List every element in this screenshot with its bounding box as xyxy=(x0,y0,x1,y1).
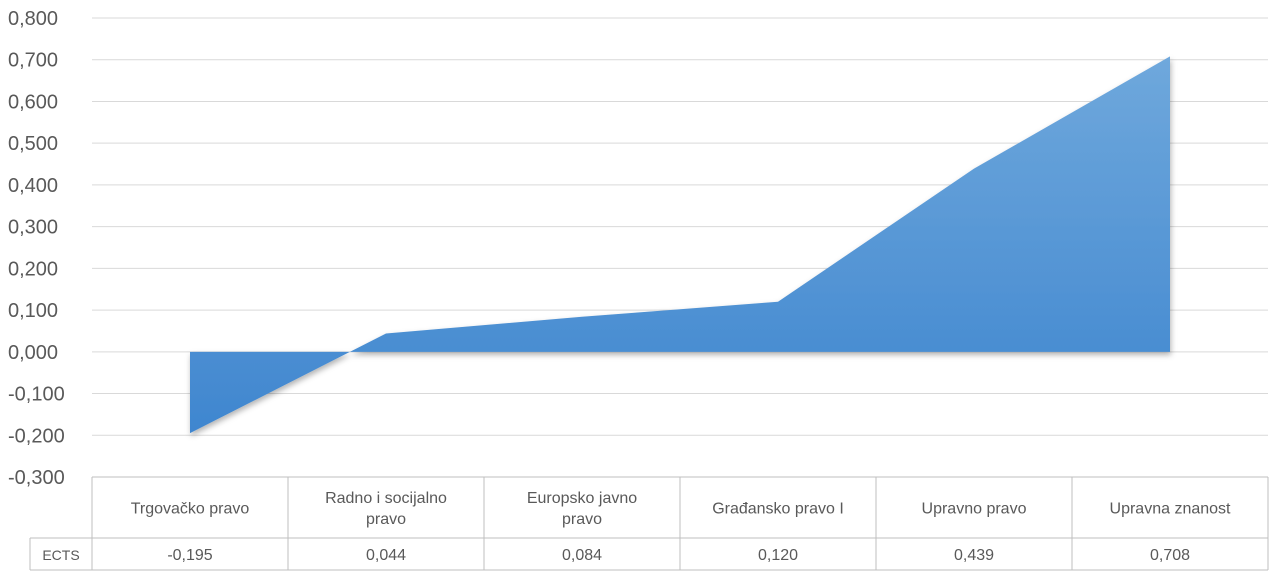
data-value-label: 0,708 xyxy=(1150,547,1190,564)
y-tick-label: 0,500 xyxy=(8,133,58,155)
y-tick-label: 0,200 xyxy=(8,258,58,280)
series-name-label: ECTS xyxy=(42,547,79,563)
y-tick-label: 0,700 xyxy=(8,50,58,72)
series-area-fill xyxy=(190,56,1170,434)
category-label: Upravna znanost xyxy=(1110,501,1232,518)
category-label: Radno i socijalno pravo xyxy=(325,490,447,528)
category-label: Upravno pravo xyxy=(922,501,1027,518)
data-point xyxy=(190,433,191,434)
y-tick-label: 0,300 xyxy=(8,217,58,239)
y-tick-label: -0,200 xyxy=(8,425,65,447)
y-tick-label: 0,400 xyxy=(8,175,58,197)
data-point xyxy=(1170,56,1171,57)
series-area xyxy=(190,56,1171,434)
y-tick-label: -0,100 xyxy=(8,384,65,406)
category-label: Europsko javno pravo xyxy=(527,490,637,528)
y-tick-label: 0,800 xyxy=(8,8,58,30)
y-axis-tick-labels: 0,800 0,700 0,600 0,500 0,400 0,300 0,200 0,100… xyxy=(8,8,65,489)
data-point xyxy=(974,168,975,169)
y-tick-label: 0,100 xyxy=(8,300,58,322)
data-point xyxy=(778,301,779,302)
data-point xyxy=(386,333,387,334)
y-tick-label: -0,300 xyxy=(8,467,65,489)
y-tick-label: 0,600 xyxy=(8,91,58,113)
category-label: Građansko pravo I xyxy=(712,501,844,518)
data-point xyxy=(582,316,583,317)
data-value-label: 0,439 xyxy=(954,547,994,564)
data-value-label: 0,044 xyxy=(366,547,406,564)
data-value-label: 0,120 xyxy=(758,547,798,564)
data-table: Trgovačko pravo Radno i socijalno pravo Eur… xyxy=(29,476,1269,571)
category-label: Trgovačko pravo xyxy=(131,501,250,518)
data-value-label: 0,084 xyxy=(562,547,602,564)
data-value-label: -0,195 xyxy=(167,547,212,564)
y-tick-label: 0,000 xyxy=(8,342,58,364)
